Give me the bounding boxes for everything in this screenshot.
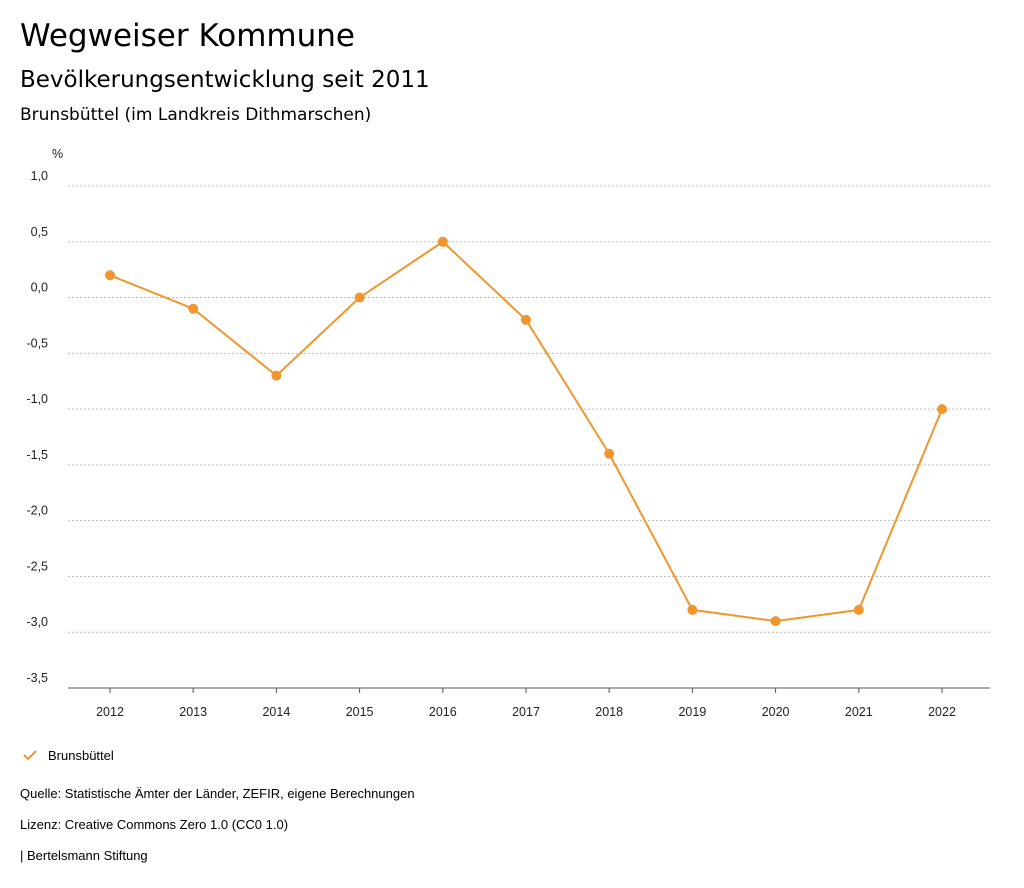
legend-check-icon (23, 750, 37, 761)
data-point[interactable] (354, 292, 365, 303)
data-point[interactable] (853, 604, 864, 615)
x-tick-label: 2017 (512, 705, 540, 719)
y-tick-label: -1,0 (26, 392, 48, 406)
y-tick-label: -0,5 (26, 336, 48, 350)
y-tick-label: -3,5 (26, 671, 48, 685)
y-tick-label: -3,0 (26, 615, 48, 629)
chart-title: Wegweiser Kommune (20, 18, 355, 54)
y-tick-label: -2,0 (26, 504, 48, 518)
publisher-note: | Bertelsmann Stiftung (20, 848, 148, 863)
x-tick-label: 2015 (346, 705, 374, 719)
x-tick-label: 2016 (429, 705, 457, 719)
x-tick-label: 2012 (96, 705, 124, 719)
x-tick-label: 2018 (595, 705, 623, 719)
legend[interactable]: Brunsbüttel (22, 744, 114, 766)
data-point[interactable] (604, 448, 615, 459)
x-tick-label: 2022 (928, 705, 956, 719)
data-point[interactable] (437, 236, 448, 247)
y-axis-unit-label: % (52, 147, 63, 161)
license-note: Lizenz: Creative Commons Zero 1.0 (CC0 1… (20, 817, 289, 832)
legend-item-label: Brunsbüttel (48, 747, 114, 763)
data-point[interactable] (271, 370, 282, 381)
y-tick-label: -1,5 (26, 448, 48, 462)
data-point[interactable] (687, 604, 698, 615)
series-line (109, 240, 943, 623)
data-point[interactable] (105, 270, 115, 281)
y-tick-label: -2,5 (26, 559, 48, 573)
y-tick-label: 0,0 (31, 281, 48, 295)
x-tick-label: 2020 (762, 705, 790, 719)
y-tick-label: 0,5 (31, 225, 48, 239)
data-point[interactable] (188, 303, 199, 314)
x-tick-label: 2013 (179, 705, 207, 719)
x-tick-label: 2021 (845, 705, 873, 719)
source-note: Quelle: Statistische Ämter der Länder, Z… (20, 786, 415, 801)
x-tick-label: 2014 (262, 705, 290, 719)
line-chart: % 1,00,50,0-0,5-1,0-1,5-2,0-2,5-3,0-3,5 … (26, 147, 990, 719)
data-point[interactable] (521, 314, 531, 325)
data-point[interactable] (770, 616, 781, 627)
x-tick-label: 2019 (678, 705, 706, 719)
chart-subtitle: Bevölkerungsentwicklung seit 2011 (20, 67, 430, 93)
y-tick-label: 1,0 (31, 169, 48, 183)
region-label: Brunsbüttel (im Landkreis Dithmarschen) (20, 105, 372, 125)
data-point[interactable] (937, 404, 947, 415)
